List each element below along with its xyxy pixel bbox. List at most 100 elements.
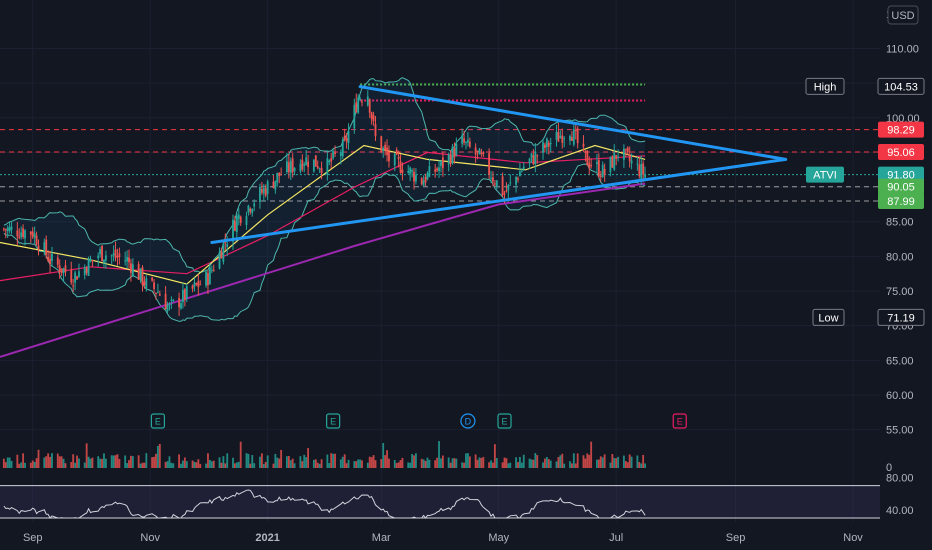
candle[interactable] [291, 153, 294, 178]
candle[interactable] [507, 184, 510, 199]
candle[interactable] [24, 229, 26, 246]
candle[interactable] [343, 128, 346, 142]
candle[interactable] [355, 93, 358, 114]
candle[interactable] [434, 164, 437, 178]
candle[interactable] [520, 168, 523, 173]
candle[interactable] [35, 231, 38, 246]
candle[interactable] [420, 177, 423, 186]
candle[interactable] [210, 265, 213, 274]
candle[interactable] [191, 284, 194, 293]
candle[interactable] [332, 148, 335, 160]
candle[interactable] [451, 143, 454, 165]
candle[interactable] [220, 247, 223, 259]
candle[interactable] [278, 172, 281, 184]
candle[interactable] [615, 154, 618, 166]
candle[interactable] [380, 135, 383, 154]
candle[interactable] [70, 261, 73, 285]
candle[interactable] [2, 227, 5, 232]
candle[interactable] [372, 111, 375, 126]
candle[interactable] [89, 255, 92, 263]
candle[interactable] [104, 250, 107, 269]
candle[interactable] [478, 147, 481, 155]
candle[interactable] [307, 154, 310, 175]
candle[interactable] [22, 224, 25, 240]
candle[interactable] [642, 160, 645, 183]
candle[interactable] [64, 260, 67, 277]
candle[interactable] [522, 162, 525, 171]
candle[interactable] [139, 268, 142, 284]
candle[interactable] [428, 158, 431, 178]
candle[interactable] [312, 159, 315, 173]
candle[interactable] [49, 251, 51, 273]
candle[interactable] [374, 115, 377, 141]
candle[interactable] [299, 159, 302, 174]
candle[interactable] [630, 153, 633, 170]
candle[interactable] [185, 283, 188, 303]
candle[interactable] [542, 138, 544, 160]
candle[interactable] [208, 262, 211, 285]
candle[interactable] [155, 292, 157, 300]
candle[interactable] [289, 157, 292, 181]
candle[interactable] [47, 250, 50, 263]
candle[interactable] [222, 242, 225, 265]
candle[interactable] [601, 161, 604, 178]
candle[interactable] [597, 153, 600, 179]
candle[interactable] [101, 245, 103, 262]
candle[interactable] [45, 235, 48, 259]
candle[interactable] [549, 137, 552, 153]
candle[interactable] [247, 204, 250, 216]
candle[interactable] [463, 130, 465, 146]
candle[interactable] [517, 176, 519, 183]
candle[interactable] [287, 154, 290, 179]
candle[interactable] [347, 123, 350, 150]
candle[interactable] [468, 137, 471, 149]
candle[interactable] [628, 146, 631, 168]
candle[interactable] [570, 130, 573, 142]
candle[interactable] [447, 152, 450, 172]
candle[interactable] [411, 168, 413, 178]
candle[interactable] [626, 146, 629, 155]
candle[interactable] [453, 142, 456, 164]
candle[interactable] [370, 111, 373, 125]
candle[interactable] [168, 302, 171, 311]
candle[interactable] [172, 299, 175, 303]
candle[interactable] [212, 264, 215, 272]
candle[interactable] [76, 275, 78, 280]
candle[interactable] [638, 157, 641, 179]
candle[interactable] [509, 174, 512, 186]
candle[interactable] [153, 278, 155, 294]
candle[interactable] [393, 152, 396, 172]
candle[interactable] [569, 134, 571, 146]
candle[interactable] [328, 159, 331, 166]
candle[interactable] [293, 167, 296, 176]
candle[interactable] [237, 208, 240, 226]
candle[interactable] [495, 180, 498, 190]
candle[interactable] [207, 269, 209, 295]
candle[interactable] [476, 150, 479, 160]
candle[interactable] [232, 214, 234, 250]
candle[interactable] [461, 128, 464, 148]
triangle-upper-line[interactable] [358, 85, 788, 161]
candle[interactable] [449, 150, 452, 167]
candle[interactable] [266, 179, 269, 201]
candle[interactable] [534, 143, 537, 173]
candle[interactable] [501, 172, 504, 197]
candle[interactable] [62, 267, 65, 283]
candle[interactable] [528, 157, 531, 169]
candle[interactable] [314, 155, 317, 167]
candle[interactable] [72, 278, 75, 293]
candle[interactable] [33, 226, 36, 244]
candle[interactable] [563, 136, 566, 148]
event-marker-d[interactable]: D [460, 413, 476, 429]
candle[interactable] [545, 137, 548, 154]
candle[interactable] [151, 276, 154, 282]
candle[interactable] [114, 241, 117, 262]
candle[interactable] [559, 130, 562, 139]
candle[interactable] [218, 247, 221, 270]
candle[interactable] [603, 163, 606, 183]
currency-button[interactable]: USD [887, 5, 919, 25]
candle[interactable] [43, 238, 46, 256]
candle[interactable] [83, 264, 86, 280]
